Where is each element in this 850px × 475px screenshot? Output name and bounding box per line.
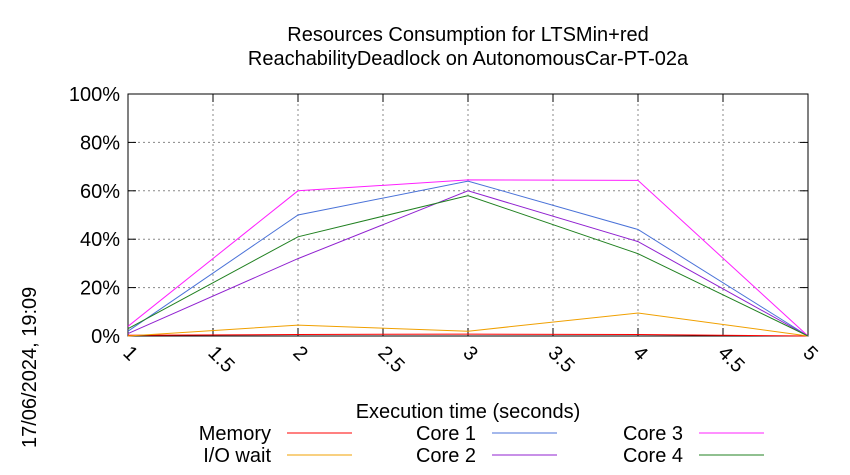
legend-label: Core 4 <box>623 445 683 467</box>
legend-label: Core 2 <box>416 445 476 467</box>
x-tick-label: 2.5 <box>373 342 408 377</box>
y-tick-label: 0% <box>91 326 120 348</box>
legend-label: Memory <box>199 423 271 445</box>
x-tick-label: 2 <box>288 342 311 365</box>
series-line-core-3 <box>127 179 809 337</box>
series-line-core-1 <box>127 180 809 337</box>
timestamp: 17/06/2024, 19:09 <box>19 287 41 448</box>
y-axis: 0% 20% 40% 60% 80% 100% <box>69 84 808 348</box>
chart-title-line1: Resources Consumption for LTSMin+red <box>287 24 648 46</box>
x-axis-title: Execution time (seconds) <box>356 401 581 423</box>
series-lines <box>127 179 809 337</box>
x-tick-label: 3 <box>458 342 481 365</box>
series-line-core-4 <box>127 195 809 337</box>
legend-label: I/O wait <box>203 445 271 467</box>
x-tick-label: 5 <box>798 342 821 365</box>
grid-lines <box>127 93 809 337</box>
chart-title-line2: ReachabilityDeadlock on AutonomousCar-PT… <box>248 48 689 70</box>
y-tick-label: 80% <box>80 132 120 154</box>
x-tick-label: 1 <box>118 342 141 365</box>
x-tick-label: 3.5 <box>543 342 578 377</box>
x-tick-label: 1.5 <box>203 342 238 377</box>
legend-label: Core 3 <box>623 423 683 445</box>
series-line-memory <box>127 333 809 337</box>
y-tick-label: 40% <box>80 229 120 251</box>
y-tick-label: 60% <box>80 181 120 203</box>
series-line-core-2 <box>127 190 809 337</box>
y-tick-label: 100% <box>69 84 120 106</box>
legend-label: Core 1 <box>416 423 476 445</box>
x-tick-label: 4.5 <box>713 342 748 377</box>
x-tick-label: 4 <box>628 342 651 365</box>
y-tick-label: 20% <box>80 278 120 300</box>
series-line-i-o-wait <box>127 312 809 337</box>
